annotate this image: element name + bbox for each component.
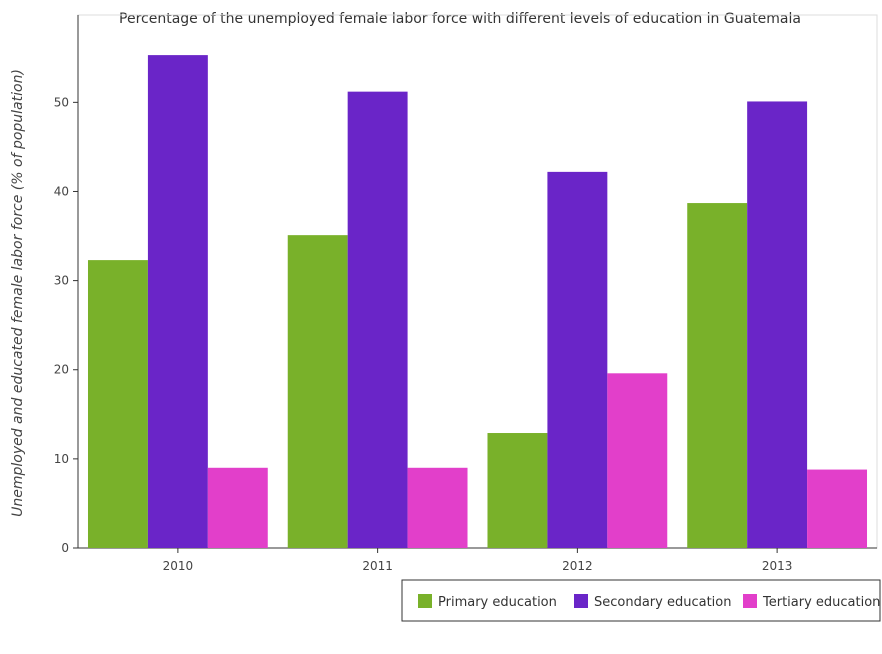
bar [487, 433, 548, 548]
y-axis-title: Unemployed and educated female labor for… [10, 69, 26, 517]
y-tick-label: 30 [54, 274, 69, 288]
y-tick-label: 10 [54, 452, 69, 466]
bar [547, 171, 608, 548]
legend-label: Primary education [438, 595, 557, 610]
bar [687, 203, 748, 548]
bar [347, 91, 408, 549]
legend-swatch [743, 594, 757, 608]
chart-title: Percentage of the unemployed female labo… [119, 11, 801, 27]
x-tick-label: 2010 [163, 559, 194, 573]
bar [747, 101, 808, 549]
x-tick-label: 2012 [562, 559, 593, 573]
legend: Primary education Secondary education Tert… [401, 579, 881, 622]
bar [87, 260, 148, 548]
bar [807, 469, 868, 548]
legend-box [401, 579, 881, 622]
bar [147, 55, 208, 548]
y-tick-label: 20 [54, 363, 69, 377]
legend-swatch [418, 594, 432, 608]
y-tick-label: 0 [61, 541, 69, 555]
y-tick-label: 50 [54, 95, 69, 109]
x-tick-label: 2011 [362, 559, 393, 573]
bar [607, 373, 668, 548]
x-tick-label: 2013 [762, 559, 793, 573]
bar [287, 235, 348, 549]
legend-label: Tertiary education [762, 595, 880, 610]
y-tick-label: 40 [54, 184, 69, 198]
legend-label: Secondary education [594, 595, 731, 610]
bar [207, 467, 268, 548]
bar [407, 467, 468, 548]
legend-swatch [574, 594, 588, 608]
